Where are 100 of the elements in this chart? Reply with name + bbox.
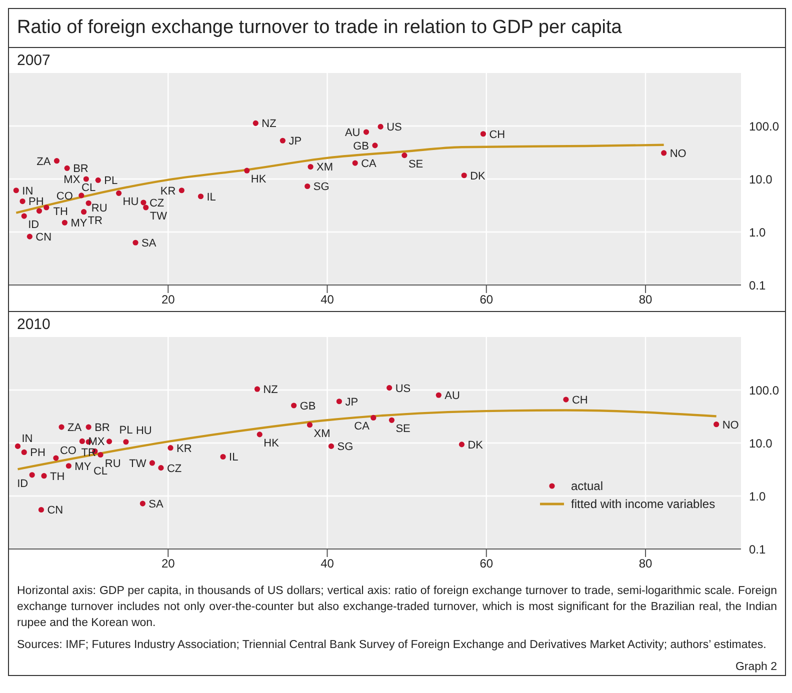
point — [178, 188, 184, 194]
data-label: ZA — [68, 422, 82, 434]
caption: Graph 2 — [734, 660, 778, 676]
y-tick-label: 0.1 — [749, 278, 766, 292]
point — [352, 160, 358, 166]
point — [563, 396, 569, 402]
data-label: PH — [28, 196, 44, 208]
point — [95, 177, 101, 183]
text: Horizontal axis: GDP per capita, in thousands of US dollars; vertical axis: ratio of foreign exchange turnover to trade, semi-logarithmic scale. Foreign exchange turnover includes not only over-the-counter but also exchange-traded turnover, which is most significant for the Brazilian real, the Indian rupee and the Korean won. — [16, 584, 778, 632]
point — [98, 452, 104, 458]
data-label: XM — [316, 162, 334, 174]
point — [308, 164, 314, 170]
chart-title: Ratio of foreign exchange turnover to trade in relation to GDP per capita — [9, 9, 785, 48]
data-label: CZ — [166, 462, 182, 475]
point — [54, 158, 60, 164]
point — [714, 422, 720, 428]
point — [244, 168, 250, 174]
data-label: DK — [470, 170, 486, 182]
data-label: KR — [176, 442, 192, 455]
data-label: NZ — [262, 118, 277, 130]
x-tick-label: 20 — [161, 292, 176, 307]
point — [83, 176, 89, 182]
data-label: BR — [73, 163, 88, 176]
x-tick-label: 80 — [638, 556, 653, 571]
point — [158, 465, 164, 471]
point — [198, 194, 204, 200]
point — [80, 209, 87, 215]
point — [86, 200, 92, 206]
data-label: BR — [94, 422, 110, 434]
data-label: SE — [396, 423, 410, 436]
y-tick-label: 100.0 — [749, 383, 780, 398]
data-label: ID — [17, 478, 28, 490]
point — [116, 190, 122, 196]
point — [143, 204, 149, 210]
data-label: DK — [468, 439, 484, 452]
point — [140, 500, 146, 506]
data-label: SG — [313, 181, 330, 194]
data-label: TH — [53, 206, 68, 218]
data-label: AU — [444, 390, 460, 402]
point — [304, 183, 310, 190]
x-tick-label: 80 — [638, 292, 653, 307]
x-tick-label: 40 — [320, 292, 334, 307]
data-label: NO — [722, 419, 740, 432]
data-label: AU — [344, 126, 360, 139]
point — [458, 442, 465, 448]
point — [20, 198, 26, 204]
point — [13, 188, 19, 194]
x-tick-label: 60 — [480, 292, 494, 307]
point — [291, 402, 297, 408]
data-label: CO — [60, 445, 77, 458]
data-label: RU — [91, 202, 108, 214]
point — [363, 129, 370, 135]
data-label: JP — [288, 136, 302, 148]
data-label: SE — [408, 158, 424, 170]
y-tick-label: 10.0 — [749, 172, 773, 186]
point — [280, 138, 286, 144]
point — [58, 424, 64, 430]
point — [252, 120, 258, 126]
point — [79, 438, 85, 444]
data-label: IL — [206, 191, 216, 204]
point — [36, 208, 42, 214]
point — [41, 473, 47, 479]
point — [661, 150, 667, 156]
x-tick-label: 20 — [161, 556, 176, 571]
data-label: CA — [354, 420, 370, 433]
data-label: IN — [22, 185, 34, 198]
point — [378, 124, 384, 130]
point — [328, 443, 334, 450]
data-label: CZ — [149, 197, 164, 210]
data-label: HU — [122, 196, 139, 208]
point — [386, 385, 392, 391]
legend-label: actual — [571, 478, 604, 495]
data-label: HK — [250, 174, 267, 186]
y-tick-label: 1.0 — [749, 225, 766, 240]
point — [306, 422, 313, 428]
point — [480, 131, 486, 137]
data-label: ID — [28, 219, 40, 232]
point — [336, 398, 342, 404]
point — [14, 443, 21, 450]
point — [66, 463, 72, 469]
data-label: SA — [142, 238, 157, 250]
data-label: JP — [345, 396, 358, 408]
point — [402, 152, 408, 158]
data-label: NO — [670, 148, 687, 160]
point — [372, 142, 378, 148]
data-label: NZ — [263, 384, 278, 396]
point — [21, 213, 27, 219]
point — [64, 165, 70, 171]
data-label: GB — [353, 140, 369, 152]
data-label: SA — [148, 498, 164, 511]
point — [62, 220, 68, 226]
point — [254, 386, 260, 392]
y-tick-label: 10.0 — [749, 436, 773, 450]
point — [26, 234, 32, 240]
y-tick-label: 0.1 — [749, 542, 766, 556]
point — [86, 424, 92, 430]
data-label: PL — [104, 175, 118, 188]
x-tick-label: 40 — [320, 556, 334, 571]
data-label: MX — [64, 174, 81, 186]
data-label: GB — [300, 400, 316, 412]
